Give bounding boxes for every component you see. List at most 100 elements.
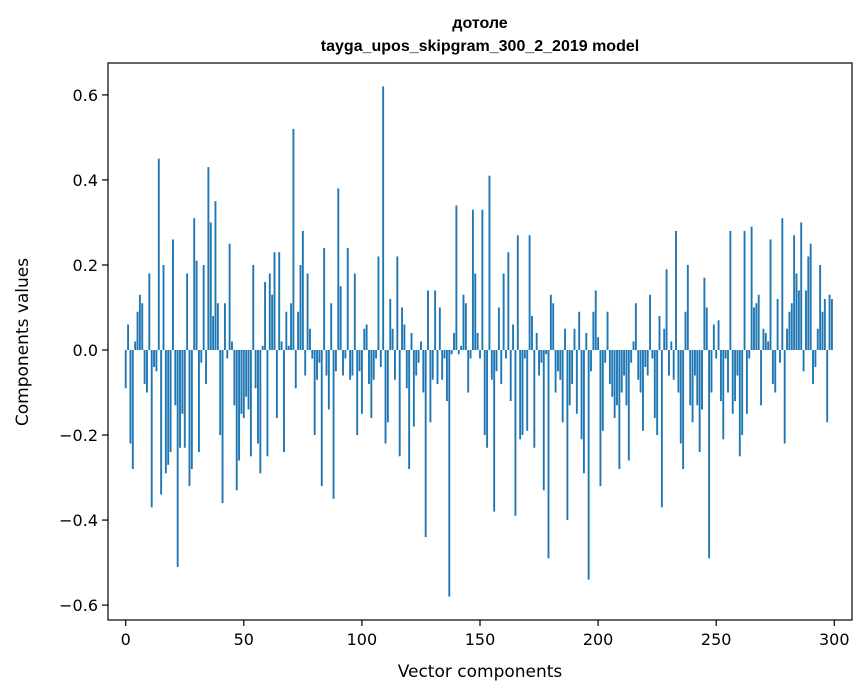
- bar-240: [691, 350, 694, 423]
- bar-124: [417, 350, 420, 363]
- chart-subtitle: tayga_upos_skipgram_300_2_2019 model: [321, 38, 639, 55]
- bar-211: [623, 350, 626, 376]
- bar-118: [403, 324, 406, 350]
- bar-181: [552, 303, 555, 350]
- bar-45: [231, 341, 233, 350]
- bar-190: [573, 328, 576, 350]
- bar-113: [391, 328, 394, 350]
- bar-241: [693, 350, 696, 376]
- bar-154: [488, 175, 491, 351]
- bar-204: [606, 311, 609, 351]
- bar-235: [679, 350, 682, 444]
- bar-137: [448, 350, 451, 597]
- bar-130: [431, 350, 434, 380]
- bar-149: [476, 333, 479, 351]
- bar-257: [731, 350, 734, 414]
- bar-156: [493, 350, 496, 512]
- bar-73: [297, 311, 300, 351]
- bar-173: [533, 350, 536, 448]
- bar-238: [686, 264, 689, 351]
- bar-277: [779, 350, 781, 363]
- bar-76: [304, 350, 307, 376]
- bar-285: [797, 290, 800, 351]
- bar-105: [372, 350, 375, 380]
- bar-32: [200, 350, 203, 363]
- bar-108: [379, 350, 382, 368]
- bar-57: [259, 350, 262, 474]
- bar-151: [481, 209, 484, 350]
- bar-203: [604, 350, 607, 363]
- bar-98: [356, 350, 359, 436]
- bar-148: [474, 273, 477, 350]
- bar-196: [587, 350, 590, 580]
- y-tick-label: 0.2: [73, 256, 98, 275]
- bar-176: [540, 350, 543, 363]
- bar-256: [729, 230, 732, 350]
- bar-64: [275, 350, 278, 419]
- bar-103: [368, 350, 370, 385]
- bar-50: [242, 350, 245, 419]
- bar-11: [150, 350, 153, 508]
- bar-258: [734, 350, 737, 402]
- bar-159: [500, 350, 503, 385]
- bar-83: [320, 350, 323, 487]
- bar-39: [216, 303, 219, 350]
- bar-296: [823, 298, 826, 350]
- x-tick-label: 150: [465, 630, 496, 649]
- bar-216: [634, 303, 637, 350]
- bar-126: [422, 350, 425, 393]
- bar-111: [386, 350, 389, 423]
- bar-58: [261, 345, 264, 350]
- bar-237: [684, 311, 687, 351]
- bar-2: [129, 350, 132, 444]
- bar-7: [141, 303, 144, 350]
- bar-271: [764, 333, 767, 351]
- x-axis-ticks: 0 50 100 150 200 250 300: [121, 620, 850, 649]
- bar-270: [762, 328, 765, 350]
- bar-282: [790, 303, 793, 350]
- bar-81: [316, 350, 318, 380]
- bar-125: [420, 341, 422, 350]
- bar-245: [703, 277, 706, 350]
- bar-171: [528, 235, 531, 350]
- bar-293: [816, 328, 819, 350]
- bar-63: [273, 252, 276, 350]
- bar-115: [396, 256, 399, 350]
- bar-69: [287, 345, 290, 350]
- bar-26: [186, 273, 189, 350]
- bar-89: [334, 350, 337, 372]
- bar-66: [280, 341, 283, 350]
- bar-228: [663, 328, 666, 350]
- bar-252: [719, 350, 722, 402]
- bar-85: [325, 350, 328, 376]
- bars-group: [124, 86, 833, 597]
- bar-174: [535, 333, 538, 351]
- bar-20: [172, 239, 174, 350]
- y-axis-ticks: −0.6 −0.4 −0.2 0.0 0.2 0.4 0.6: [59, 86, 108, 615]
- bar-276: [776, 298, 779, 350]
- bar-246: [705, 307, 708, 350]
- bar-93: [344, 350, 347, 359]
- bar-234: [677, 350, 680, 393]
- bar-273: [769, 239, 772, 350]
- bar-194: [582, 350, 585, 474]
- x-tick-label: 50: [234, 630, 254, 649]
- bar-24: [181, 350, 184, 414]
- bar-110: [384, 350, 387, 444]
- bar-6: [138, 294, 141, 350]
- bar-269: [760, 350, 763, 406]
- bar-283: [793, 235, 796, 350]
- bar-233: [675, 230, 677, 350]
- bar-292: [814, 350, 817, 368]
- bar-155: [490, 350, 493, 380]
- bar-152: [483, 350, 486, 436]
- bar-232: [672, 350, 675, 380]
- bar-274: [771, 350, 774, 385]
- bar-28: [190, 350, 193, 470]
- bar-36: [209, 222, 212, 351]
- bar-35: [207, 167, 210, 350]
- bar-116: [398, 350, 401, 457]
- bar-0: [124, 350, 127, 389]
- bar-141: [457, 350, 460, 355]
- bar-160: [502, 273, 505, 350]
